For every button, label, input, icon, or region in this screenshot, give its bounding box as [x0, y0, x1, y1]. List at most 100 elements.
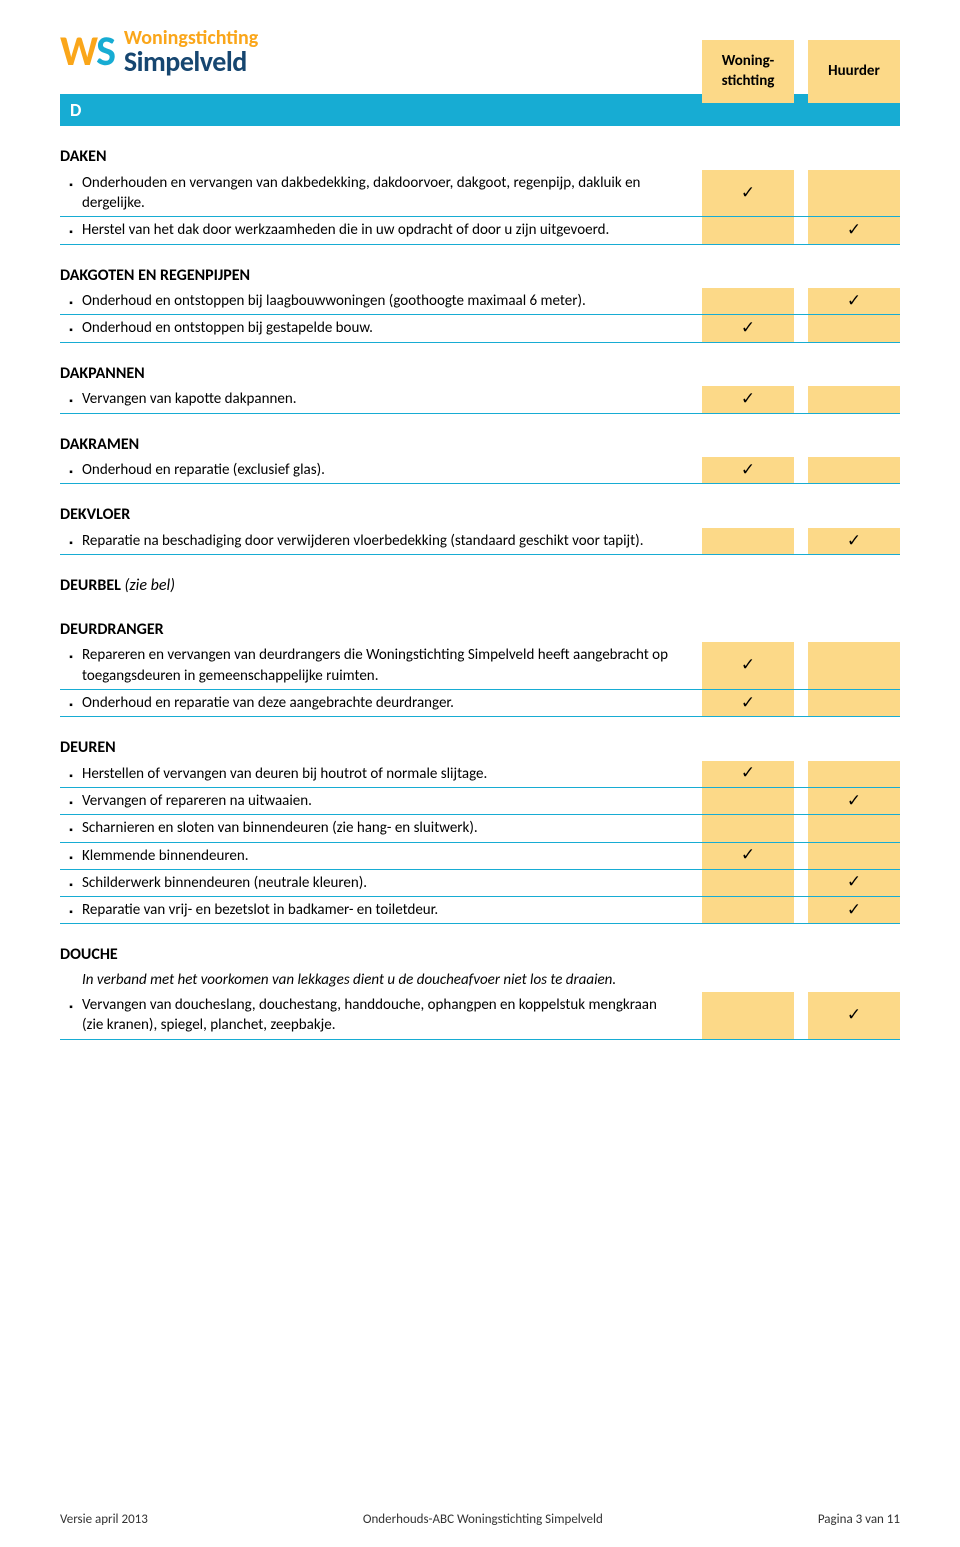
row-text: Reparatie van vrij- en bezetslot in badk… — [82, 900, 680, 920]
row-text: Schilderwerk binnendeuren (neutrale kleu… — [82, 873, 680, 893]
bullet-icon: ▪ — [60, 291, 82, 311]
table-row: ▪Onderhoud en ontstoppen bij laagbouwwon… — [60, 288, 900, 315]
bullet-icon: ▪ — [60, 818, 82, 838]
row-text-cell: ▪Reparatie na beschadiging door verwijde… — [60, 528, 702, 554]
col-huurder — [808, 386, 900, 412]
column-gap — [794, 457, 808, 483]
table-row: ▪Vervangen of repareren na uitwaaien. — [60, 788, 900, 815]
check-icon — [741, 844, 755, 867]
bullet-icon: ▪ — [60, 531, 82, 551]
column-gap — [794, 992, 808, 1039]
table-row: ▪Vervangen van doucheslang, douchestang,… — [60, 992, 900, 1040]
col-huurder — [808, 217, 900, 243]
col-huurder — [808, 870, 900, 896]
column-gap — [794, 690, 808, 716]
bullet-icon: ▪ — [60, 791, 82, 811]
column-gap — [794, 217, 808, 243]
col-huurder — [808, 642, 900, 689]
row-text-cell: ▪Onderhoud en reparatie van deze aangebr… — [60, 690, 702, 716]
logo-letter-s: S — [96, 31, 114, 73]
col-woningstichting — [702, 386, 794, 412]
row-text-cell: ▪Repareren en vervangen van deurdrangers… — [60, 642, 702, 689]
bullet-icon: ▪ — [60, 764, 82, 784]
col-woningstichting — [702, 170, 794, 217]
column-gap — [794, 761, 808, 787]
group-title: DAKGOTEN EN REGENPIJPEN — [60, 259, 900, 289]
check-icon — [847, 790, 861, 813]
check-icon — [741, 317, 755, 340]
col-woningstichting — [702, 315, 794, 341]
group-title: DEURBEL (zie bel) — [60, 569, 900, 599]
col-woningstichting — [702, 897, 794, 923]
row-text: Repareren en vervangen van deurdrangers … — [82, 645, 680, 686]
row-text-cell: ▪Scharnieren en sloten van binnendeuren … — [60, 815, 702, 841]
row-text-cell: ▪Schilderwerk binnendeuren (neutrale kle… — [60, 870, 702, 896]
table-row: ▪Reparatie na beschadiging door verwijde… — [60, 528, 900, 555]
row-text-cell: ▪Onderhoud en reparatie (exclusief glas)… — [60, 457, 702, 483]
column-gap — [794, 528, 808, 554]
column-gap — [794, 642, 808, 689]
row-text-cell: ▪Vervangen van doucheslang, douchestang,… — [60, 992, 702, 1039]
column-gap — [794, 843, 808, 869]
header-columns: Woning-stichting Huurder — [702, 40, 900, 103]
row-text-cell: ▪Reparatie van vrij- en bezetslot in bad… — [60, 897, 702, 923]
row-text: Vervangen van kapotte dakpannen. — [82, 389, 680, 409]
row-text-cell: ▪Onderhoud en ontstoppen bij gestapelde … — [60, 315, 702, 341]
row-text: Onderhoud en ontstoppen bij laagbouwwoni… — [82, 291, 680, 311]
row-text: Herstel van het dak door werkzaamheden d… — [82, 220, 680, 240]
check-icon — [847, 871, 861, 894]
col-woningstichting — [702, 288, 794, 314]
col-huurder — [808, 843, 900, 869]
row-text: Onderhoud en ontstoppen bij gestapelde b… — [82, 318, 680, 338]
col-huurder — [808, 528, 900, 554]
column-gap — [794, 815, 808, 841]
bullet-icon: ▪ — [60, 460, 82, 480]
col-woningstichting — [702, 870, 794, 896]
footer-page: Pagina 3 van 11 — [818, 1511, 900, 1529]
row-text-cell: ▪Vervangen of repareren na uitwaaien. — [60, 788, 702, 814]
check-icon — [741, 654, 755, 677]
col-woningstichting — [702, 528, 794, 554]
col-woningstichting — [702, 457, 794, 483]
bullet-icon: ▪ — [60, 873, 82, 893]
row-text: Onderhoud en reparatie (exclusief glas). — [82, 460, 680, 480]
col-woningstichting — [702, 217, 794, 243]
table-row: ▪Schilderwerk binnendeuren (neutrale kle… — [60, 870, 900, 897]
table-row: ▪Vervangen van kapotte dakpannen. — [60, 386, 900, 413]
group-title: DAKEN — [60, 140, 900, 170]
table-row: ▪Onderhouden en vervangen van dakbedekki… — [60, 170, 900, 218]
row-text: Vervangen van doucheslang, douchestang, … — [82, 995, 680, 1036]
column-gap — [794, 315, 808, 341]
group-title: DOUCHE — [60, 938, 900, 968]
col-huurder — [808, 897, 900, 923]
logo-text: Woningstichting Simpelveld — [124, 28, 258, 76]
table-row: ▪Onderhoud en ontstoppen bij gestapelde … — [60, 315, 900, 342]
col-woningstichting — [702, 690, 794, 716]
check-icon — [847, 1004, 861, 1027]
col-huurder — [808, 992, 900, 1039]
col-huurder — [808, 788, 900, 814]
check-icon — [741, 388, 755, 411]
group-title: DEURDRANGER — [60, 613, 900, 643]
table-row: ▪Scharnieren en sloten van binnendeuren … — [60, 815, 900, 842]
table-row: ▪Onderhoud en reparatie (exclusief glas)… — [60, 457, 900, 484]
check-icon — [847, 530, 861, 553]
table-row: ▪Onderhoud en reparatie van deze aangebr… — [60, 690, 900, 717]
col-woningstichting — [702, 761, 794, 787]
column-gap — [794, 386, 808, 412]
check-icon — [741, 182, 755, 205]
check-icon — [741, 459, 755, 482]
group-note: In verband met het voorkomen van lekkage… — [60, 968, 680, 992]
page: Woning-stichting Huurder W S Woningstich… — [0, 0, 960, 1547]
logo-mark: W S — [60, 31, 114, 73]
column-gap — [794, 170, 808, 217]
col-huurder — [808, 288, 900, 314]
row-text: Onderhoud en reparatie van deze aangebra… — [82, 693, 680, 713]
row-text-cell: ▪Herstel van het dak door werkzaamheden … — [60, 217, 702, 243]
col-woningstichting — [702, 843, 794, 869]
row-text: Herstellen of vervangen van deuren bij h… — [82, 764, 680, 784]
row-text: Reparatie na beschadiging door verwijder… — [82, 531, 680, 551]
col-huurder — [808, 315, 900, 341]
table-row: ▪Klemmende binnendeuren. — [60, 843, 900, 870]
row-text-cell: ▪Onderhouden en vervangen van dakbedekki… — [60, 170, 702, 217]
